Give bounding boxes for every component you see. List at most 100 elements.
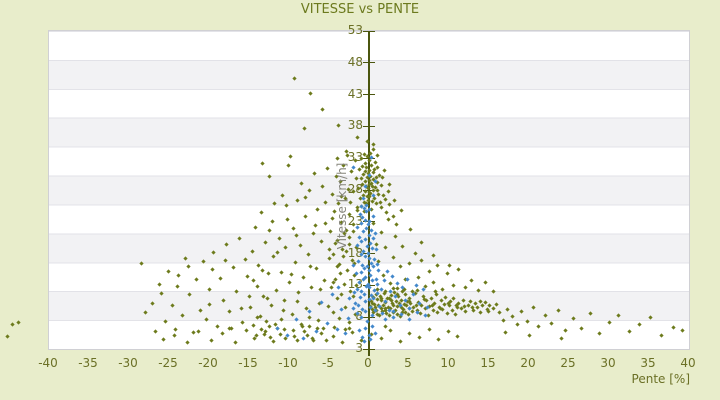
data-point-blue xyxy=(343,330,348,336)
data-point-olive xyxy=(253,225,258,230)
data-point-olive xyxy=(410,309,415,314)
y-tick-label: 18 xyxy=(347,245,363,260)
data-point-olive xyxy=(290,311,295,317)
data-point-olive xyxy=(502,330,508,335)
data-point-olive xyxy=(480,303,485,308)
data-point-olive xyxy=(375,153,380,158)
data-point-olive xyxy=(214,323,220,329)
data-point-olive xyxy=(348,200,353,205)
data-point-olive xyxy=(326,304,331,309)
data-point-olive xyxy=(314,266,319,271)
data-point-blue xyxy=(370,192,376,198)
x-tick-label: 10 xyxy=(440,356,456,370)
data-point-blue xyxy=(375,282,380,287)
data-point-olive xyxy=(469,278,474,283)
y-tick-mark xyxy=(363,316,375,318)
data-point-olive xyxy=(230,265,236,270)
data-point-olive xyxy=(269,302,274,308)
data-point-olive xyxy=(266,323,272,329)
data-point-blue xyxy=(374,290,380,296)
data-point-olive xyxy=(227,309,232,314)
x-tick-label: -20 xyxy=(198,356,218,370)
data-point-olive xyxy=(403,292,408,298)
data-point-olive xyxy=(282,298,287,303)
data-point-olive xyxy=(290,328,296,333)
data-point-blue xyxy=(382,278,387,283)
data-point-olive xyxy=(296,290,301,295)
data-point-olive xyxy=(302,214,308,219)
data-point-olive xyxy=(371,220,376,226)
data-point-olive xyxy=(196,329,201,334)
data-point-olive xyxy=(316,318,321,323)
data-point-olive xyxy=(294,233,299,238)
data-point-olive xyxy=(5,334,10,340)
data-point-olive xyxy=(306,315,312,320)
data-point-olive xyxy=(374,241,379,247)
data-point-olive xyxy=(222,258,228,263)
data-point-olive xyxy=(382,168,387,174)
data-point-olive xyxy=(302,126,307,132)
data-point-blue xyxy=(369,227,374,233)
data-point-olive xyxy=(530,305,536,310)
data-point-olive xyxy=(426,327,432,333)
data-point-olive xyxy=(346,320,352,326)
data-point-olive xyxy=(244,328,249,333)
data-point-olive xyxy=(198,308,203,313)
data-point-olive xyxy=(419,258,424,263)
x-tick-label: -30 xyxy=(118,356,138,370)
data-point-olive xyxy=(142,309,148,315)
data-point-olive xyxy=(438,297,444,303)
y-tick-label: 33 xyxy=(347,150,363,165)
data-point-olive xyxy=(185,339,190,345)
x-tick-label: -10 xyxy=(278,356,298,370)
data-point-olive xyxy=(310,231,316,236)
data-point-olive xyxy=(176,273,181,278)
data-point-olive xyxy=(387,202,392,207)
data-point-olive xyxy=(288,154,293,159)
data-point-olive xyxy=(330,309,336,315)
data-point-olive xyxy=(349,169,354,174)
x-tick-label: 5 xyxy=(404,356,412,370)
x-tick-label: -40 xyxy=(38,356,58,370)
data-point-olive xyxy=(218,276,223,281)
data-point-olive xyxy=(491,289,496,294)
data-point-olive xyxy=(293,260,298,265)
data-point-olive xyxy=(436,337,441,342)
data-point-blue xyxy=(390,274,395,279)
data-point-olive xyxy=(435,309,440,315)
data-point-olive xyxy=(345,268,350,273)
data-point-olive xyxy=(501,318,506,323)
data-point-olive xyxy=(519,309,524,314)
data-point-blue xyxy=(374,247,379,252)
data-point-blue xyxy=(414,283,419,288)
data-point-olive xyxy=(201,259,206,264)
data-point-olive xyxy=(305,333,310,338)
data-point-blue xyxy=(368,337,373,342)
x-tick-label: -25 xyxy=(158,356,178,370)
data-point-olive xyxy=(463,309,468,314)
data-point-olive xyxy=(274,250,280,256)
data-point-olive xyxy=(388,281,393,286)
data-point-olive xyxy=(306,252,311,257)
chart-title: VITESSE vs PENTE xyxy=(300,2,420,17)
data-point-olive xyxy=(346,326,352,331)
data-point-blue xyxy=(307,309,312,314)
data-point-blue xyxy=(325,321,330,326)
x-tick-label: -5 xyxy=(322,356,334,370)
data-point-olive xyxy=(320,107,325,112)
data-point-olive xyxy=(384,210,389,216)
data-point-olive xyxy=(487,302,492,308)
data-point-olive xyxy=(256,262,261,268)
data-point-olive xyxy=(207,287,212,292)
data-point-olive xyxy=(323,221,328,226)
data-point-olive xyxy=(325,166,330,171)
data-point-olive xyxy=(616,313,621,319)
y-tick-label: 43 xyxy=(347,86,363,101)
data-point-olive xyxy=(355,135,360,140)
data-point-blue xyxy=(406,317,412,322)
data-point-olive xyxy=(299,180,304,186)
data-point-blue xyxy=(351,263,356,268)
data-point-olive xyxy=(312,171,317,176)
data-point-blue xyxy=(393,294,398,299)
data-point-olive xyxy=(187,292,192,298)
